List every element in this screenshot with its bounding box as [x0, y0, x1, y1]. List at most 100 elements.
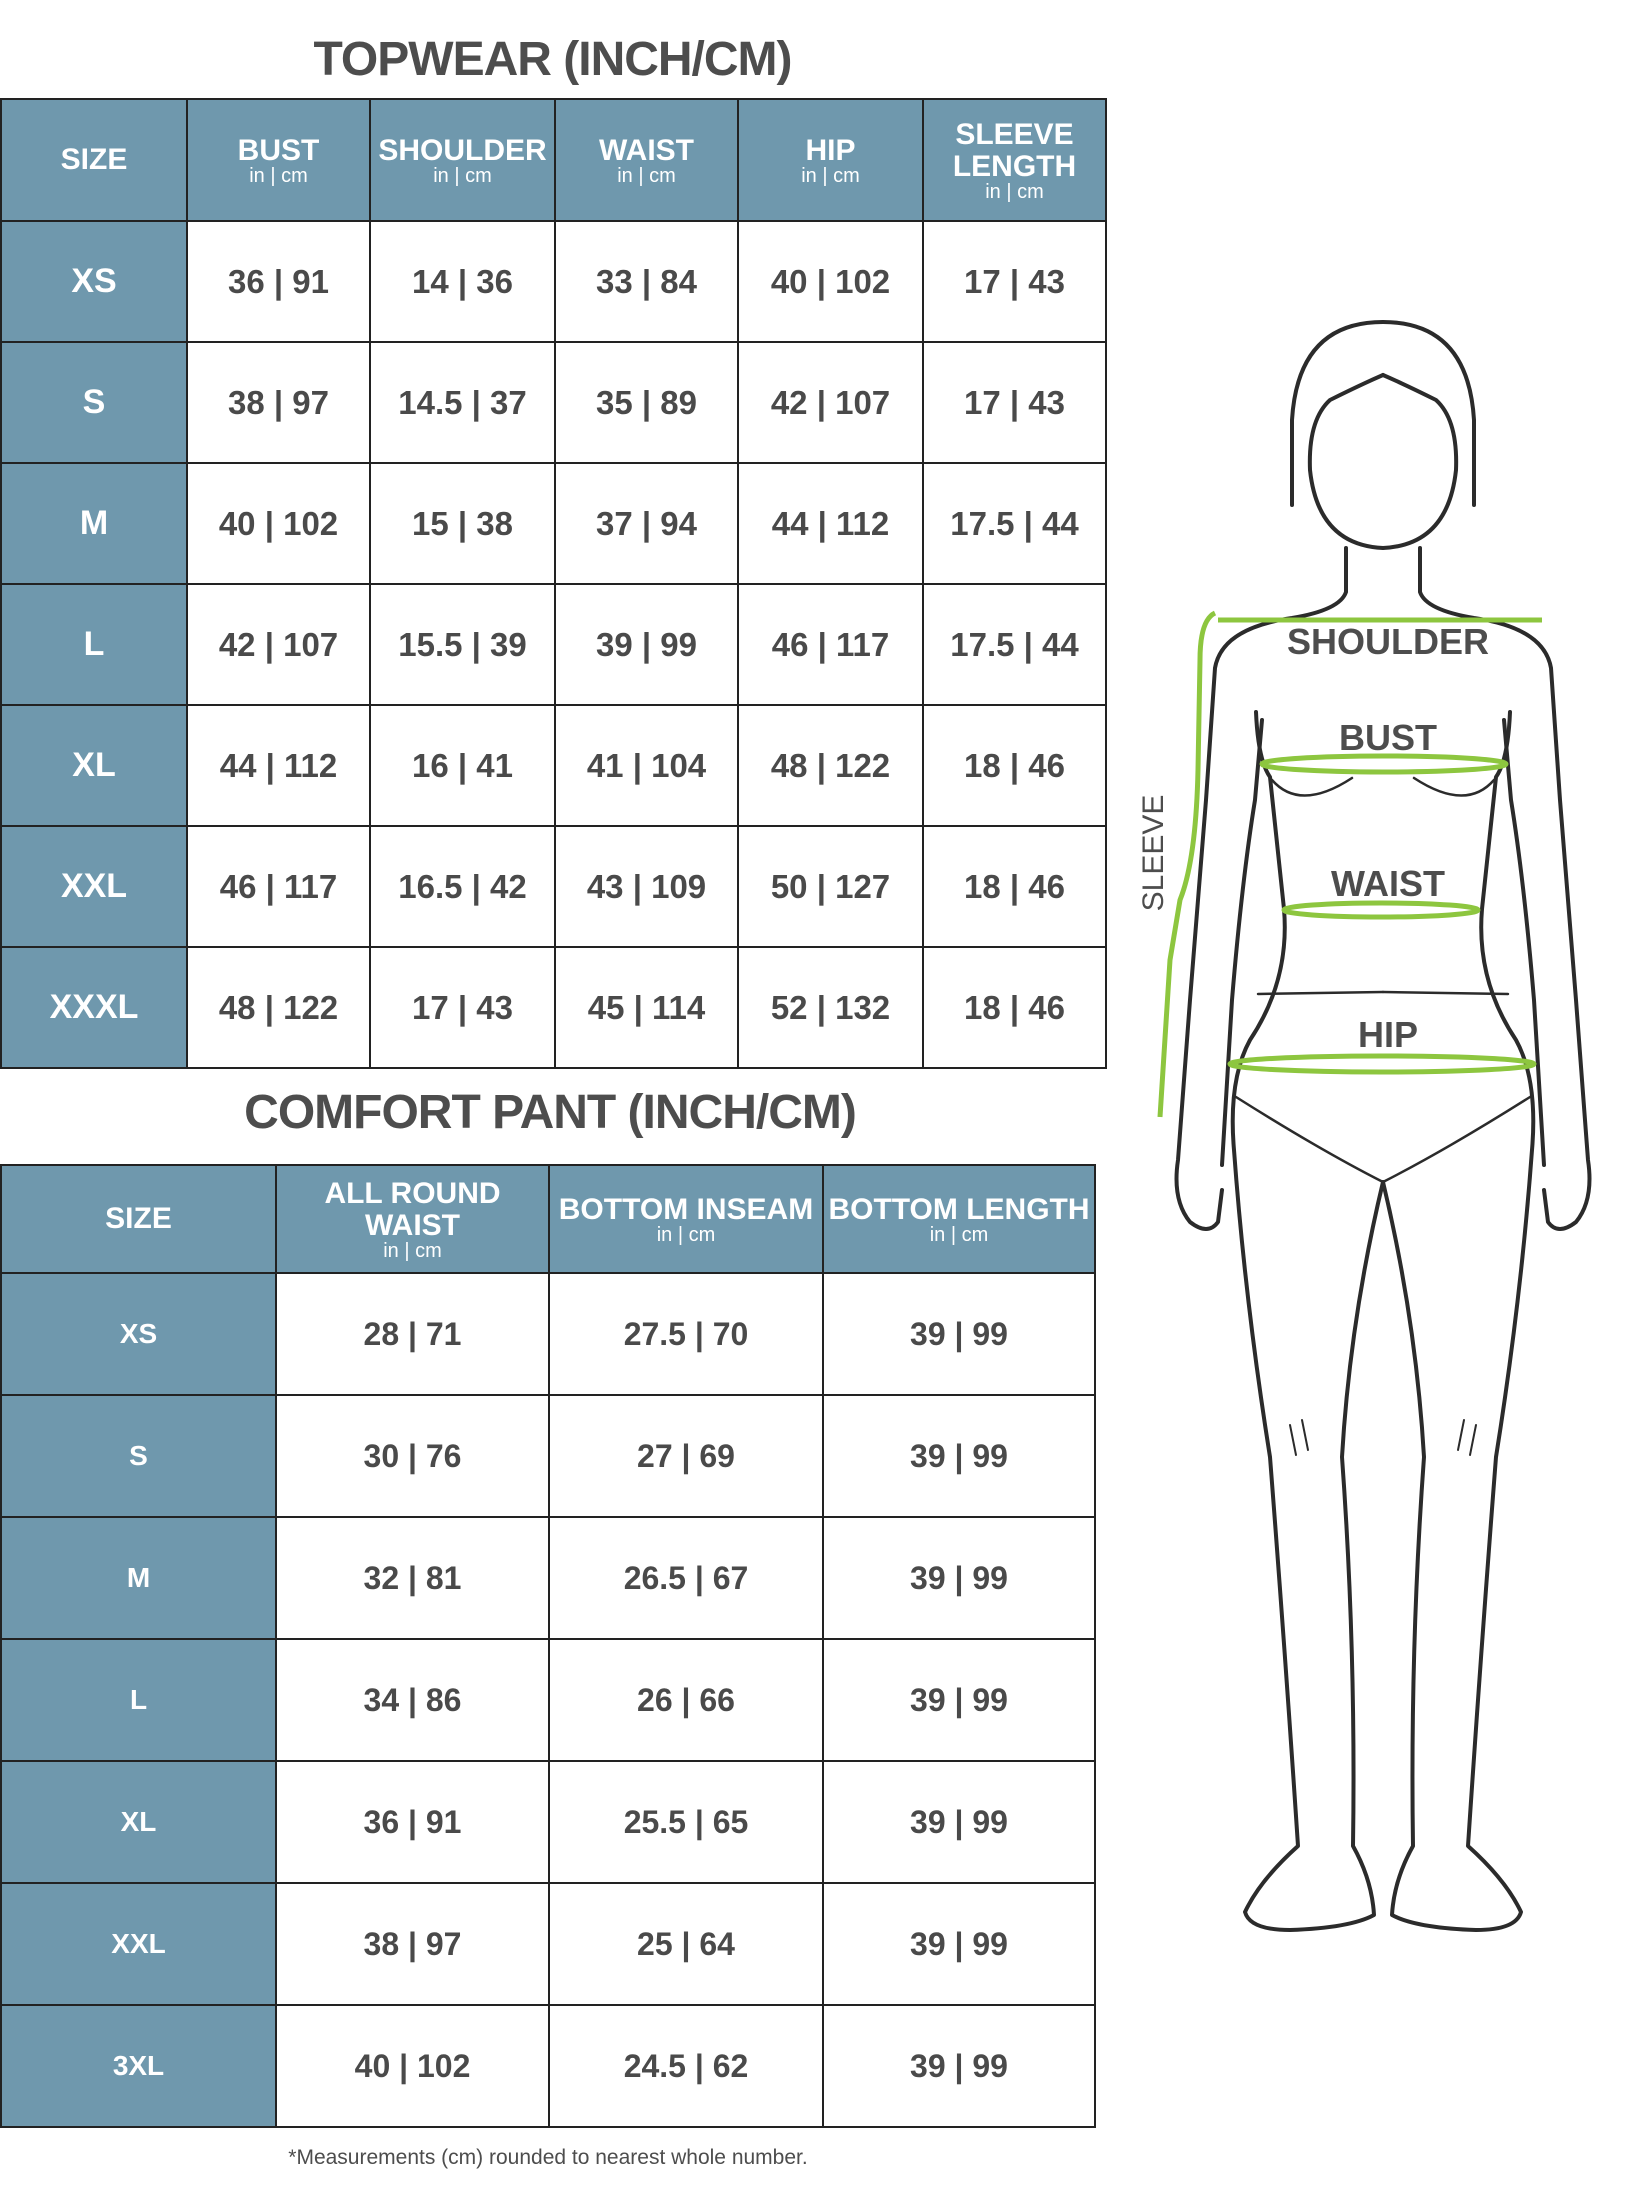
size-cell: XXXL: [0, 946, 188, 1069]
table-row: S 38 | 97 14.5 | 37 35 | 89 42 | 107 17 | 43: [0, 341, 1107, 464]
size-cell: XL: [0, 704, 188, 827]
bust-measure-line: [1259, 753, 1509, 775]
table-row: XL 44 | 112 16 | 41 41 | 104 48 | 122 18 | 46: [0, 704, 1107, 827]
table-row: L 42 | 107 15.5 | 39 39 | 99 46 | 117 17.5 | …: [0, 583, 1107, 706]
table-row: XL 36 | 91 25.5 | 65 39 | 99: [0, 1760, 1096, 1884]
measurement-cell: 41 | 104: [554, 704, 739, 827]
column-header: ALL ROUND WAIST in | cm: [275, 1164, 550, 1274]
column-header-label: BUST: [237, 134, 320, 167]
measurement-cell: 24.5 | 62: [548, 2004, 824, 2128]
table-row: XXXL 48 | 122 17 | 43 45 | 114 52 | 132 18 | …: [0, 946, 1107, 1069]
sleeve-label: SLEEVE: [1137, 795, 1170, 912]
size-cell: XXL: [0, 825, 188, 948]
column-header-label: ALL ROUND WAIST: [324, 1177, 501, 1242]
size-cell: L: [0, 583, 188, 706]
column-header-label: SHOULDER: [378, 134, 547, 167]
column-header-label: BOTTOM LENGTH: [828, 1193, 1090, 1226]
size-cell: M: [0, 1516, 277, 1640]
measurement-cell: 34 | 86: [275, 1638, 550, 1762]
topwear-size-table: SIZE BUST in | cm SHOULDER in | cm WAIST in | …: [0, 98, 1107, 1069]
size-cell: M: [0, 462, 188, 585]
column-header: HIP in | cm: [737, 98, 924, 222]
column-header-unit: in | cm: [617, 165, 676, 187]
column-header: BOTTOM INSEAM in | cm: [548, 1164, 824, 1274]
comfort-pant-title: COMFORT PANT (INCH/CM): [244, 1086, 857, 1139]
measurement-cell: 17 | 43: [922, 220, 1107, 343]
column-header: BUST in | cm: [186, 98, 371, 222]
measurement-cell: 39 | 99: [822, 1882, 1096, 2006]
measurement-cell: 44 | 112: [737, 462, 924, 585]
measurement-cell: 39 | 99: [822, 2004, 1096, 2128]
measurement-cell: 38 | 97: [186, 341, 371, 464]
measurement-cell: 18 | 46: [922, 704, 1107, 827]
measurement-cell: 39 | 99: [822, 1272, 1096, 1396]
measurement-cell: 26.5 | 67: [548, 1516, 824, 1640]
measurement-cell: 43 | 109: [554, 825, 739, 948]
footnote: *Measurements (cm) rounded to nearest wh…: [288, 2146, 808, 2169]
column-header-label: HIP: [805, 134, 856, 167]
measurement-cell: 44 | 112: [186, 704, 371, 827]
measurement-cell: 15.5 | 39: [369, 583, 556, 706]
measurement-cell: 18 | 46: [922, 825, 1107, 948]
measurement-cell: 39 | 99: [822, 1760, 1096, 1884]
column-header-unit: in | cm: [929, 1224, 989, 1246]
measurement-cell: 14 | 36: [369, 220, 556, 343]
comfort-pant-size-table: SIZE ALL ROUND WAIST in | cm BOTTOM INSEAM i…: [0, 1164, 1096, 2128]
measurement-cell: 37 | 94: [554, 462, 739, 585]
measurement-cell: 27.5 | 70: [548, 1272, 824, 1396]
measurement-cell: 48 | 122: [737, 704, 924, 827]
measurement-cell: 18 | 46: [922, 946, 1107, 1069]
column-header: BOTTOM LENGTH in | cm: [822, 1164, 1096, 1274]
column-header-unit: in | cm: [383, 1240, 442, 1262]
table-row: M 40 | 102 15 | 38 37 | 94 44 | 112 17.5 | 44: [0, 462, 1107, 585]
size-cell: S: [0, 1394, 277, 1518]
measurement-cell: 39 | 99: [822, 1394, 1096, 1518]
table-row: XXL 46 | 117 16.5 | 42 43 | 109 50 | 127 18 |…: [0, 825, 1107, 948]
size-cell: 3XL: [0, 2004, 277, 2128]
column-header-unit: in | cm: [433, 165, 492, 187]
size-cell: XL: [0, 1760, 277, 1884]
measurement-cell: 40 | 102: [186, 462, 371, 585]
measurement-cell: 39 | 99: [822, 1638, 1096, 1762]
column-header-label: BOTTOM INSEAM: [558, 1193, 814, 1226]
measurement-cell: 46 | 117: [737, 583, 924, 706]
column-header: SLEEVE LENGTH in | cm: [922, 98, 1107, 222]
measurement-cell: 48 | 122: [186, 946, 371, 1069]
waist-measure-line: [1281, 900, 1481, 920]
measurement-cell: 40 | 102: [737, 220, 924, 343]
column-header: WAIST in | cm: [554, 98, 739, 222]
shoulder-label: SHOULDER: [1287, 621, 1489, 662]
measurement-cell: 30 | 76: [275, 1394, 550, 1518]
measurement-cell: 16 | 41: [369, 704, 556, 827]
waist-label: WAIST: [1331, 863, 1445, 904]
table-row: XXL 38 | 97 25 | 64 39 | 99: [0, 1882, 1096, 2006]
measurement-cell: 50 | 127: [737, 825, 924, 948]
hip-label: HIP: [1358, 1014, 1418, 1055]
column-header-unit: in | cm: [656, 1224, 716, 1246]
table-row: XS 36 | 91 14 | 36 33 | 84 40 | 102 17 | 43: [0, 220, 1107, 343]
measurement-cell: 17.5 | 44: [922, 583, 1107, 706]
table-row: L 34 | 86 26 | 66 39 | 99: [0, 1638, 1096, 1762]
size-cell: XXL: [0, 1882, 277, 2006]
measurement-cell: 36 | 91: [275, 1760, 550, 1884]
header-row: SIZE BUST in | cm SHOULDER in | cm WAIST in | …: [0, 98, 1107, 222]
size-cell: L: [0, 1638, 277, 1762]
measurement-cell: 45 | 114: [554, 946, 739, 1069]
measurement-cell: 32 | 81: [275, 1516, 550, 1640]
column-header-unit: in | cm: [801, 165, 860, 187]
body-outline-icon: [1174, 320, 1385, 1932]
measurement-cell: 39 | 99: [554, 583, 739, 706]
column-header-unit: in | cm: [985, 181, 1044, 203]
size-cell: S: [0, 341, 188, 464]
measurement-cell: 39 | 99: [822, 1516, 1096, 1640]
measurement-cell: 27 | 69: [548, 1394, 824, 1518]
measurement-cell: 52 | 132: [737, 946, 924, 1069]
measurement-cell: 15 | 38: [369, 462, 556, 585]
measurement-cell: 36 | 91: [186, 220, 371, 343]
column-header-label: SLEEVE LENGTH: [952, 118, 1077, 183]
table-row: XS 28 | 71 27.5 | 70 39 | 99: [0, 1272, 1096, 1396]
size-cell: XS: [0, 220, 188, 343]
measurement-cell: 28 | 71: [275, 1272, 550, 1396]
measurement-cell: 38 | 97: [275, 1882, 550, 2006]
